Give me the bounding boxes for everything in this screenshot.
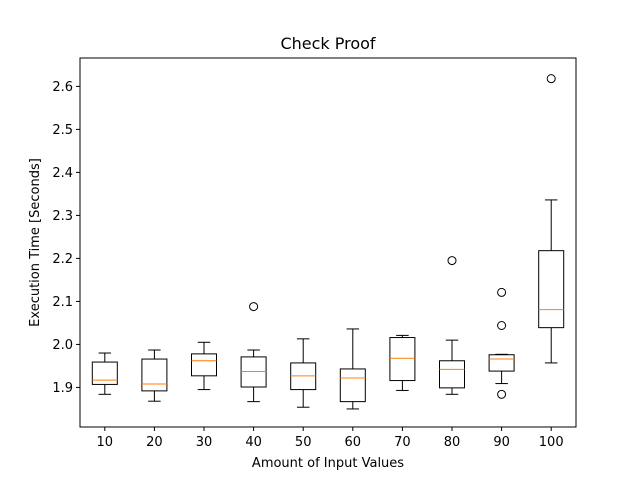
outlier-point: [447, 256, 457, 266]
x-tick-label: 50: [295, 435, 312, 450]
x-axis: 10 20 30 40 50 60 70 80 90 100: [97, 427, 564, 450]
box-iqr: [339, 368, 366, 403]
outlier-point: [497, 287, 507, 297]
x-axis-label: Amount of Input Values: [252, 456, 404, 471]
x-tick-label: 80: [444, 435, 461, 450]
y-tick-label: 2.6: [52, 80, 73, 95]
box-40: [240, 302, 267, 403]
box-iqr: [488, 354, 515, 372]
box-20: [141, 349, 168, 402]
y-tick-label: 2.0: [52, 338, 73, 353]
box-iqr: [191, 353, 217, 377]
y-tick-label: 2.3: [52, 209, 73, 224]
y-tick-label: 2.5: [52, 123, 73, 138]
box-80: [439, 256, 465, 395]
x-tick-label: 20: [146, 435, 163, 450]
box-70: [389, 334, 416, 391]
box-10: [91, 352, 118, 395]
box-100: [538, 74, 565, 364]
plot-area: [91, 74, 565, 410]
x-tick-label: 70: [394, 435, 411, 450]
outlier-point: [497, 321, 507, 331]
box-iqr: [91, 361, 118, 385]
chart-title: Check Proof: [280, 34, 375, 53]
outlier-point: [546, 74, 556, 84]
y-tick-label: 1.9: [52, 381, 73, 396]
x-tick-label: 60: [345, 435, 362, 450]
box-90: [488, 287, 515, 399]
x-tick-label: 40: [245, 435, 262, 450]
box-iqr: [141, 358, 168, 392]
axes-frame: [79, 57, 577, 428]
box-iqr: [439, 360, 465, 389]
box-iqr: [389, 337, 416, 382]
x-tick-label: 90: [493, 435, 510, 450]
box-iqr: [538, 250, 565, 329]
box-60: [339, 328, 366, 410]
outlier-point: [497, 389, 507, 399]
outlier-point: [249, 302, 259, 312]
box-30: [191, 341, 217, 391]
y-axis-label: Execution Time [Seconds]: [28, 158, 43, 327]
y-tick-label: 2.4: [52, 166, 73, 181]
y-axis: 1.9 2.0 2.1 2.2 2.3 2.4 2.5 2.6: [52, 80, 80, 396]
y-tick-label: 2.2: [52, 252, 73, 267]
x-tick-label: 30: [196, 435, 213, 450]
x-tick-label: 10: [97, 435, 114, 450]
box-50: [290, 338, 317, 408]
x-tick-label: 100: [539, 435, 564, 450]
y-tick-label: 2.1: [52, 295, 73, 310]
